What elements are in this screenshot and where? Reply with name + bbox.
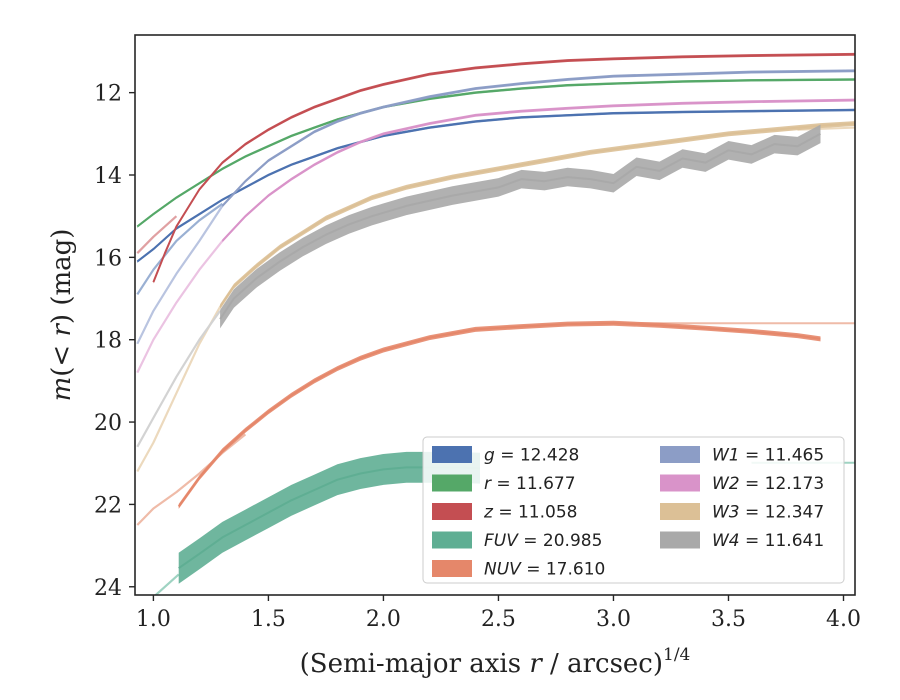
legend-swatch-w2 xyxy=(660,474,700,492)
x-tick-label: 1.0 xyxy=(136,607,171,632)
legend: g = 12.428 r = 11.677 z = 11.058 FUV = 20.9… xyxy=(422,436,845,584)
x-axis-label: (Semi-major axis r / arcsec)1/4 xyxy=(300,645,691,679)
legend-label-g: g = 12.428 xyxy=(484,446,579,466)
series-w1-line xyxy=(221,69,855,207)
series-w2 xyxy=(136,98,855,374)
x-axis-ticks: 1.0 1.5 2.0 2.5 3.0 3.5 4.0 xyxy=(136,595,861,632)
legend-swatch-z xyxy=(432,503,472,520)
series-w2-extrapolation xyxy=(136,240,224,374)
y-tick-label: 22 xyxy=(94,493,122,518)
series-w4 xyxy=(136,124,821,448)
legend-swatch-fuv xyxy=(432,531,472,549)
legend-swatch-r xyxy=(432,474,472,492)
legend-swatch-w4 xyxy=(660,531,700,549)
series-w3-asymptote xyxy=(797,126,855,131)
x-tick-label: 2.0 xyxy=(366,607,401,632)
series-w1-extrapolation xyxy=(136,205,224,345)
legend-swatch-w3 xyxy=(660,503,700,520)
series-w1 xyxy=(136,69,855,345)
series-g xyxy=(136,108,855,296)
y-tick-label: 24 xyxy=(94,576,122,601)
legend-label-w2: W2 = 12.173 xyxy=(712,474,824,494)
x-tick-label: 4.0 xyxy=(826,607,861,632)
x-tick-label: 3.0 xyxy=(596,607,631,632)
legend-label-fuv: FUV = 20.985 xyxy=(484,531,602,551)
legend-label-r: r = 11.677 xyxy=(484,474,576,494)
plot-frame xyxy=(134,34,856,596)
legend-swatch-nuv xyxy=(432,560,472,577)
x-tick-label: 1.5 xyxy=(251,607,286,632)
series-z xyxy=(136,52,855,284)
legend-label-w3: W3 = 12.347 xyxy=(712,503,824,523)
legend-label-w4: W4 = 11.641 xyxy=(712,531,824,551)
legend-swatch-g xyxy=(432,446,472,463)
y-axis-ticks: 12 14 16 18 20 22 24 xyxy=(94,82,135,601)
y-tick-label: 20 xyxy=(94,411,122,436)
series-w4-band xyxy=(220,124,821,329)
series-w3-line xyxy=(219,122,855,308)
legend-label-z: z = 11.058 xyxy=(483,503,577,523)
series-layer xyxy=(136,52,855,595)
legend-frame xyxy=(422,436,845,584)
y-tick-label: 16 xyxy=(94,246,122,271)
y-tick-label: 18 xyxy=(94,329,122,354)
series-nuv-line xyxy=(177,322,821,508)
legend-label-w1: W1 = 11.465 xyxy=(712,446,824,466)
legend-label-nuv: NUV = 17.610 xyxy=(484,560,605,580)
series-z-extrapolation xyxy=(136,215,178,254)
y-tick-label: 14 xyxy=(94,164,122,189)
series-fuv-extrapolation xyxy=(154,573,180,595)
y-axis-label: m(< r) (mag) xyxy=(47,229,77,402)
series-w2-line xyxy=(221,99,855,242)
series-nuv xyxy=(136,320,855,526)
y-tick-label: 12 xyxy=(94,82,122,107)
x-tick-label: 2.5 xyxy=(481,607,516,632)
series-g-line xyxy=(136,108,855,263)
series-w4-line xyxy=(219,132,821,320)
series-w4-extrapolation xyxy=(136,310,221,448)
series-g-extrapolation xyxy=(136,202,224,296)
legend-swatch-w1 xyxy=(660,446,700,463)
x-tick-label: 3.5 xyxy=(711,607,746,632)
series-z-line xyxy=(152,53,855,283)
